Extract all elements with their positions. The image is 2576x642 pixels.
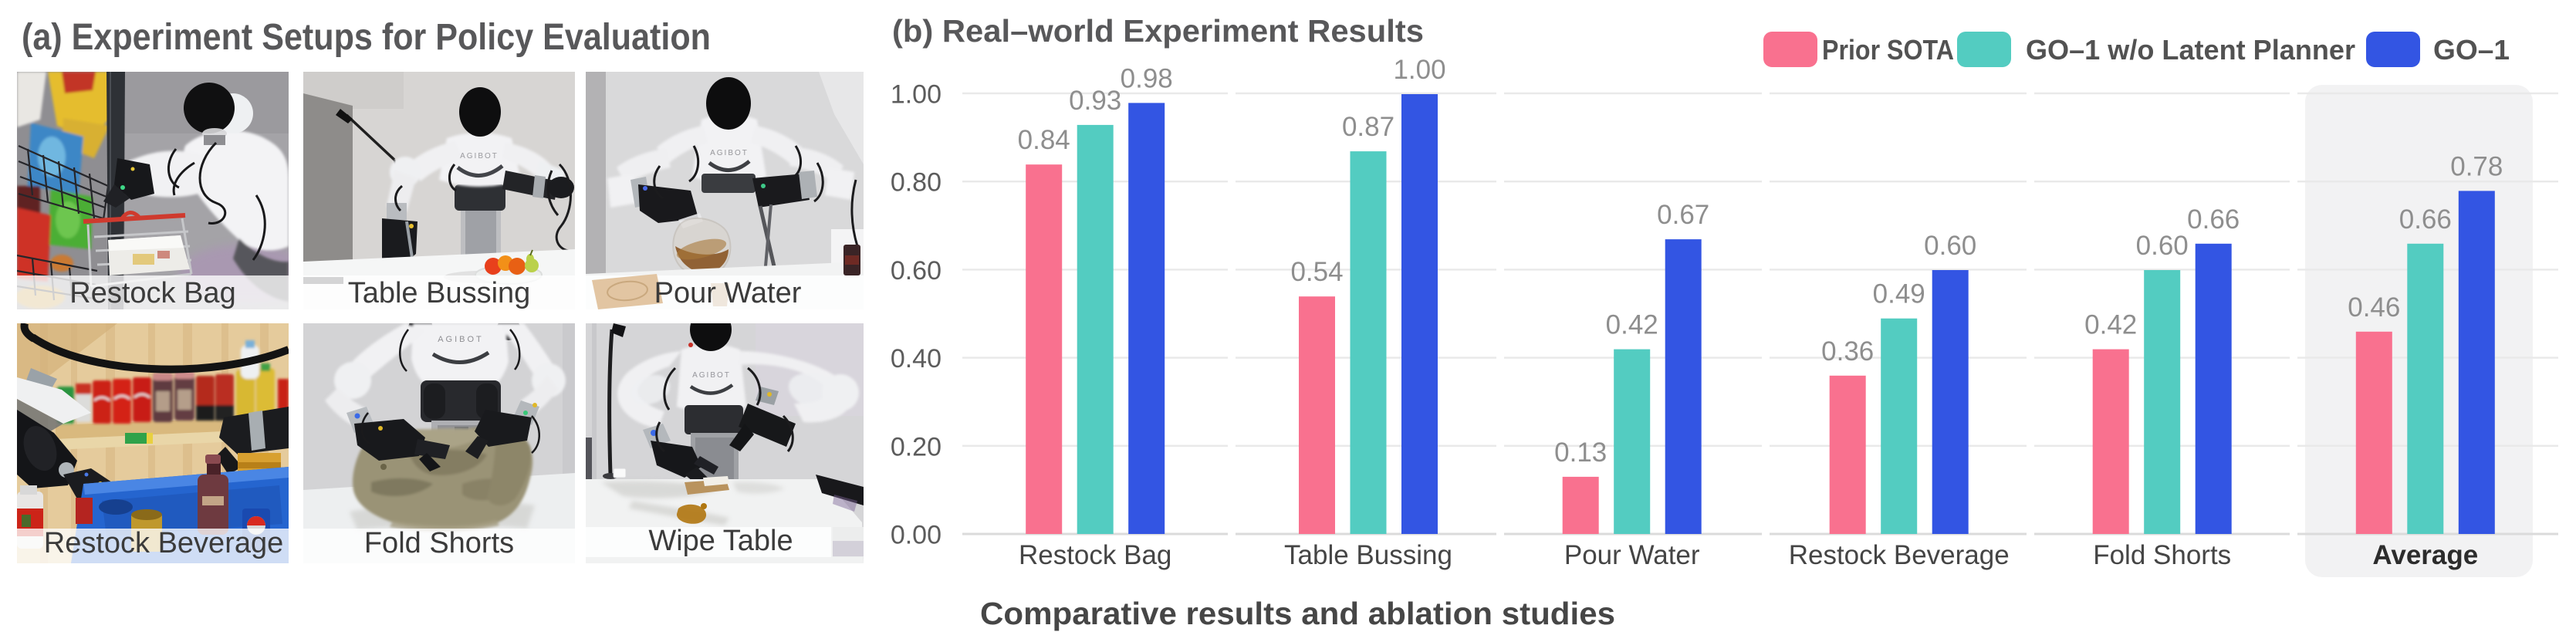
svg-text:0.67: 0.67	[1657, 200, 1709, 230]
svg-text:0.66: 0.66	[2399, 204, 2452, 235]
svg-text:Fold Shorts: Fold Shorts	[2093, 540, 2231, 570]
svg-text:0.60: 0.60	[2136, 231, 2189, 261]
svg-text:0.80: 0.80	[891, 168, 941, 198]
svg-text:0.13: 0.13	[1554, 438, 1607, 468]
svg-text:(a) Experiment Setups for Poli: (a) Experiment Setups for Policy Evaluat…	[22, 17, 711, 58]
svg-text:0.00: 0.00	[891, 521, 941, 550]
svg-text:(b) Real–world Experiment Resu: (b) Real–world Experiment Results	[892, 13, 1424, 49]
svg-text:AGIBOT: AGIBOT	[710, 149, 749, 157]
svg-text:Restock Beverage: Restock Beverage	[1789, 540, 2010, 570]
svg-text:Prior SOTA: Prior SOTA	[1822, 34, 1954, 66]
svg-text:AGIBOT: AGIBOT	[460, 152, 499, 160]
svg-text:Pour Water: Pour Water	[1564, 540, 1700, 570]
svg-text:Average: Average	[2372, 540, 2478, 570]
svg-text:GO–1: GO–1	[2433, 34, 2510, 66]
svg-text:GO–1 w/o Latent Planner: GO–1 w/o Latent Planner	[2026, 34, 2355, 66]
svg-text:AGIBOT: AGIBOT	[692, 371, 731, 380]
svg-text:Restock Bag: Restock Bag	[69, 277, 235, 309]
svg-text:0.84: 0.84	[1018, 125, 1070, 155]
svg-text:0.46: 0.46	[2348, 292, 2400, 323]
svg-text:AGIBOT: AGIBOT	[438, 335, 484, 344]
svg-text:0.87: 0.87	[1342, 112, 1394, 142]
svg-text:0.36: 0.36	[1821, 336, 1874, 367]
svg-text:0.40: 0.40	[891, 344, 941, 373]
svg-text:0.49: 0.49	[1873, 279, 1925, 309]
svg-text:0.60: 0.60	[891, 256, 941, 286]
svg-text:0.78: 0.78	[2450, 151, 2503, 181]
svg-text:0.66: 0.66	[2187, 204, 2240, 235]
svg-text:0.20: 0.20	[891, 432, 941, 461]
svg-text:Fold Shorts: Fold Shorts	[364, 527, 514, 559]
svg-text:0.93: 0.93	[1069, 86, 1121, 116]
svg-text:0.54: 0.54	[1290, 257, 1343, 287]
svg-text:0.98: 0.98	[1121, 63, 1173, 93]
svg-text:Table Bussing: Table Bussing	[348, 277, 531, 309]
svg-text:0.42: 0.42	[1606, 310, 1658, 340]
svg-text:Comparative results and ablati: Comparative results and ablation studies	[980, 596, 1615, 631]
svg-text:1.00: 1.00	[1393, 55, 1445, 85]
svg-text:Pour Water: Pour Water	[654, 277, 802, 309]
svg-text:0.42: 0.42	[2084, 310, 2137, 340]
svg-text:Table Bussing: Table Bussing	[1284, 540, 1452, 570]
svg-text:0.60: 0.60	[1924, 231, 1976, 261]
svg-text:1.00: 1.00	[891, 80, 941, 110]
svg-text:Restock Bag: Restock Bag	[1019, 540, 1171, 570]
svg-text:Restock Beverage: Restock Beverage	[44, 527, 284, 559]
svg-text:Wipe Table: Wipe Table	[648, 525, 793, 557]
